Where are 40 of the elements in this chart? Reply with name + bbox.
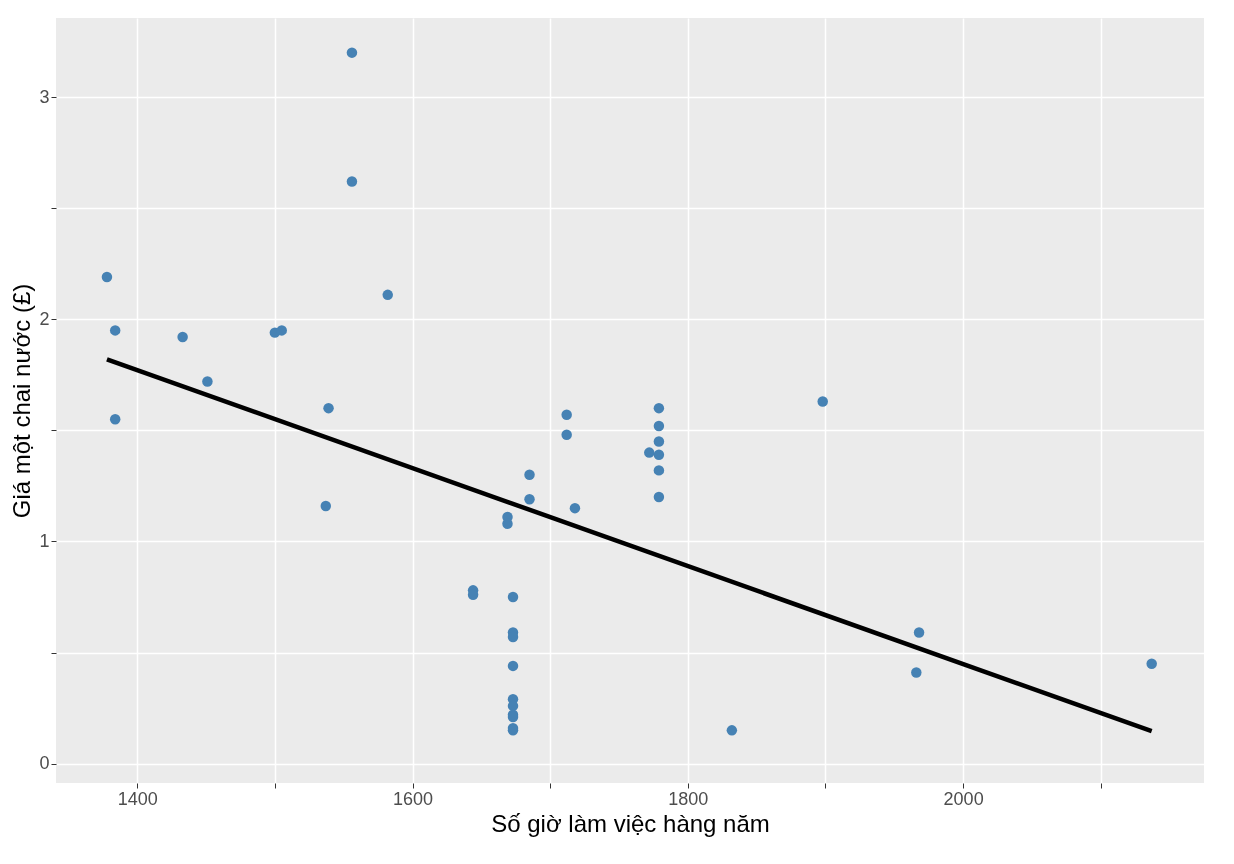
point (653, 402, 665, 414)
point (323, 402, 334, 414)
point (1146, 658, 1157, 669)
point (653, 420, 665, 432)
point (346, 176, 358, 187)
point (561, 429, 572, 441)
point (507, 660, 519, 672)
point (653, 491, 665, 503)
point (101, 271, 113, 283)
point (382, 289, 393, 301)
point (346, 47, 358, 58)
point (109, 325, 121, 336)
y-tick-label: 2 (39, 308, 50, 329)
x-tick-label: 1600 (392, 788, 434, 809)
x-tick-label: 1400 (117, 788, 158, 809)
y-tick-label: 3 (39, 86, 50, 107)
x-tick-label: 2000 (943, 788, 984, 809)
point (569, 502, 581, 514)
point (109, 414, 121, 425)
point (202, 376, 213, 387)
point (653, 449, 665, 461)
point (653, 436, 665, 447)
point (726, 725, 738, 736)
point (653, 465, 665, 476)
point (911, 667, 922, 678)
x-tick-label: 1800 (668, 788, 709, 809)
point (276, 325, 287, 336)
point (507, 591, 519, 603)
point (644, 447, 655, 458)
point (177, 331, 188, 343)
point (817, 396, 828, 407)
point (524, 469, 535, 481)
point (561, 409, 572, 421)
point (913, 627, 925, 638)
y-tick-label: 1 (39, 530, 50, 551)
x-axis-title: Số giờ làm việc hàng năm (491, 809, 770, 837)
point (320, 500, 332, 512)
y-axis-title: Giá một chai nước (£) (8, 283, 36, 519)
point (524, 494, 535, 505)
y-tick-label: 0 (39, 753, 50, 774)
